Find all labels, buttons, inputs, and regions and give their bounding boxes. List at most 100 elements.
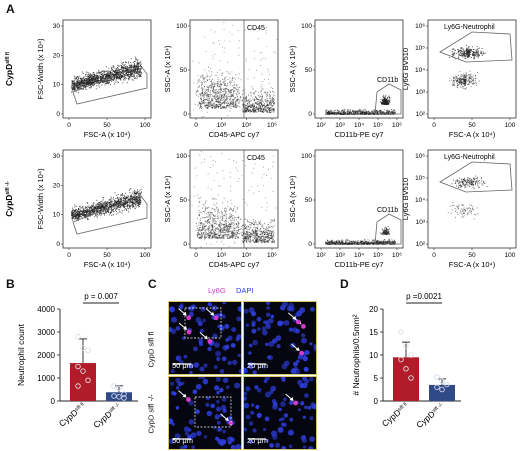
dapi-nucleus	[244, 391, 247, 396]
dapi-nucleus	[235, 444, 241, 449]
dapi-nucleus	[172, 391, 177, 396]
y-tick-label: 4000	[37, 305, 55, 314]
dapi-nucleus	[214, 385, 220, 391]
dot-cloud	[71, 188, 142, 221]
arrow-head	[182, 393, 187, 398]
dapi-nucleus	[207, 346, 212, 352]
dapi-nucleus	[296, 359, 300, 364]
y-tick-label: 50	[305, 67, 313, 74]
dapi-nucleus	[175, 386, 180, 390]
dapi-nucleus	[195, 383, 202, 390]
y-tick-label: 10²	[416, 241, 426, 248]
dapi-nucleus	[313, 344, 316, 349]
y-axis-label: SSC-A (x 10⁴)	[288, 175, 297, 222]
dapi-nucleus	[288, 444, 293, 449]
y-axis-label: SSC-A (x 10⁴)	[163, 175, 172, 222]
data-point	[80, 368, 86, 374]
y-tick-label: 10	[53, 82, 61, 89]
plot-frame	[314, 19, 404, 119]
dapi-nucleus	[309, 377, 314, 382]
ly6g-cell	[228, 420, 234, 426]
dapi-nucleus	[230, 343, 236, 348]
dapi-nucleus	[198, 377, 202, 380]
y-axis-label: Ly6G BV510	[401, 178, 410, 220]
dapi-nucleus	[170, 381, 175, 386]
dapi-nucleus	[177, 381, 183, 387]
image-wt-zoom: 20 μm	[243, 301, 317, 375]
dapi-nucleus	[256, 316, 262, 322]
dapi-nucleus	[280, 401, 286, 407]
data-point	[116, 385, 122, 392]
legend-dapi: DAPI	[236, 286, 254, 295]
data-point	[121, 391, 127, 397]
dapi-nucleus	[184, 431, 189, 436]
dapi-nucleus	[302, 445, 307, 449]
dapi-nucleus	[181, 381, 185, 386]
x-tick-label: 10³	[217, 122, 227, 129]
x-tick-label: 50	[468, 252, 476, 259]
x-tick-label: CypDslfl fl	[57, 401, 87, 429]
dapi-nucleus	[224, 344, 230, 350]
dapi-nucleus	[270, 314, 275, 319]
dapi-nucleus	[297, 379, 303, 385]
flow-plot-ly6g: Ly6G-Neutrophil 0 50 100 10² 10³ 10⁴ 10⁵ 10⁶ FSC-…	[401, 149, 517, 269]
y-tick-label: 20	[369, 305, 378, 314]
plot-frame	[314, 149, 404, 249]
data-point	[121, 395, 127, 401]
dapi-nucleus	[221, 396, 227, 402]
p-value-label: p = 0.007	[84, 292, 118, 301]
singlet-gate	[72, 195, 148, 235]
dapi-nucleus	[251, 328, 257, 334]
plot-frame	[189, 149, 279, 249]
dapi-nucleus	[280, 305, 286, 311]
x-tick-label: 0	[67, 122, 71, 129]
x-tick-label: 10⁶	[392, 122, 402, 129]
data-point	[403, 366, 409, 372]
dapi-nucleus	[289, 400, 294, 405]
data-point	[111, 383, 117, 389]
dapi-nucleus	[275, 442, 281, 448]
dapi-nucleus	[278, 418, 282, 422]
y-tick-label: 0	[374, 397, 379, 406]
dapi-nucleus	[183, 444, 188, 449]
x-tick-label: 100	[140, 252, 151, 259]
dapi-nucleus	[294, 368, 301, 374]
bar	[106, 392, 132, 401]
y-tick-label: 0	[56, 241, 60, 248]
y-axis-label: SSC-A (x 10⁴)	[163, 45, 172, 92]
dapi-nucleus	[261, 329, 268, 336]
y-axis-label: Ly6G BV510	[401, 48, 410, 90]
dapi-nucleus	[268, 341, 275, 347]
dapi-nucleus	[308, 446, 314, 449]
dapi-nucleus	[276, 344, 281, 349]
x-tick-label: 10⁶	[392, 252, 402, 259]
dapi-nucleus	[237, 306, 241, 312]
dapi-nucleus	[225, 385, 230, 389]
dapi-nucleus	[202, 378, 209, 385]
dapi-nucleus	[301, 437, 307, 443]
y-tick-label: 0	[183, 111, 187, 118]
y-axis-label: FSC-Width (x 10⁴)	[36, 168, 45, 230]
dapi-nucleus	[266, 302, 271, 306]
dapi-nucleus	[171, 422, 175, 426]
dapi-nucleus	[284, 360, 290, 366]
ly6g-cell	[293, 400, 298, 406]
dapi-nucleus	[227, 440, 232, 445]
dapi-nucleus	[169, 306, 172, 311]
dapi-nucleus	[266, 355, 272, 360]
x-tick-label: 0	[67, 252, 71, 259]
x-axis-label: FSC-A (x 10⁴)	[449, 130, 496, 139]
ly6g-cell	[300, 323, 306, 329]
flow-row-1: CypDslfl fl 0 50 100 0 10 20 30 FSC-A (x 10⁴) FSC…	[4, 19, 517, 139]
row-label-ko: CypD slfl -/-	[146, 394, 156, 434]
dapi-nucleus	[189, 370, 193, 374]
y-tick-label: 0	[56, 111, 60, 118]
dapi-nucleus	[222, 302, 226, 305]
dapi-nucleus	[255, 405, 260, 409]
singlet-gate	[72, 65, 148, 105]
dapi-nucleus	[212, 425, 217, 430]
dapi-nucleus	[183, 354, 188, 359]
x-tick-label: 100	[505, 122, 516, 129]
panel-label-c: C	[148, 277, 157, 291]
dapi-nucleus	[179, 303, 184, 307]
